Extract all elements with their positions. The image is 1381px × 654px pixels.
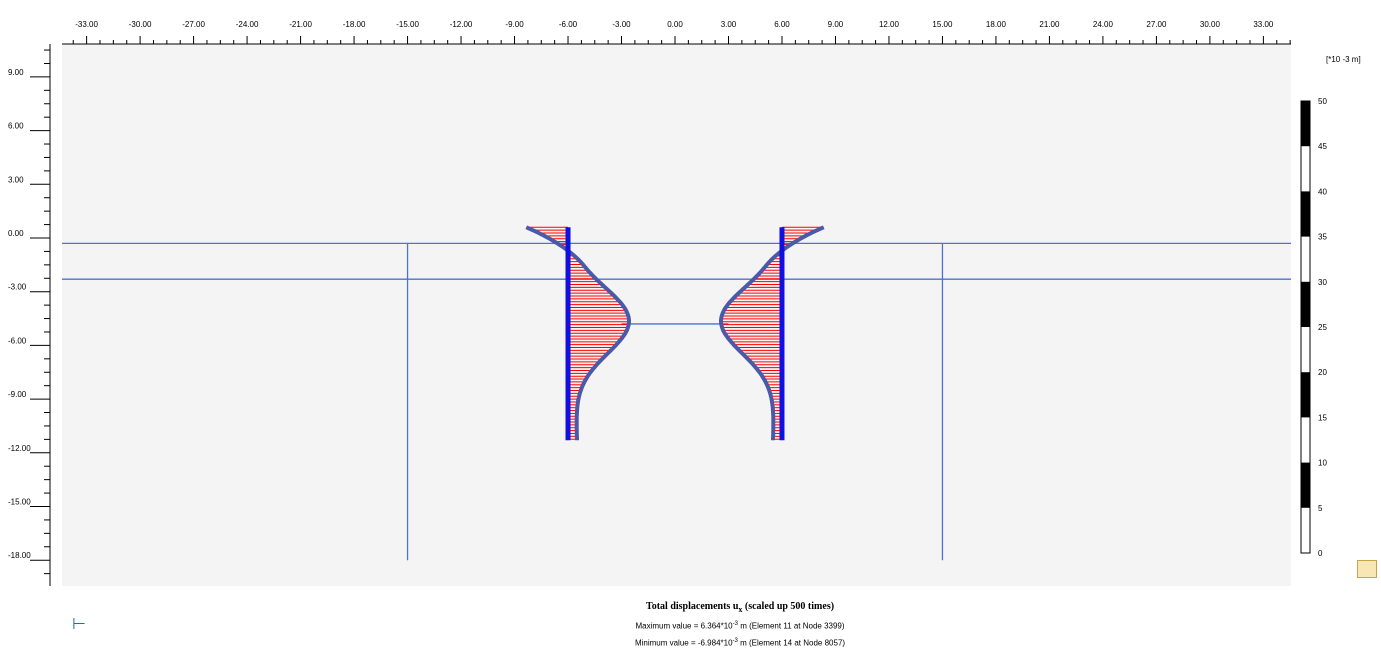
x-tick-label: 9.00 bbox=[828, 20, 844, 29]
legend-scale-segment bbox=[1301, 462, 1310, 508]
legend-tick-label: 30 bbox=[1318, 278, 1327, 287]
legend-scale-segment bbox=[1301, 372, 1310, 418]
maximum-value-text: Maximum value = 6.364*10-3 m (Element 11… bbox=[635, 621, 845, 631]
x-tick-label: -15.00 bbox=[396, 20, 419, 29]
x-axis-ruler: -33.00 -30.00 -27.00 -24.00 -21.00 -18.00 -15.… bbox=[62, 20, 1291, 45]
deformed-wall-shape bbox=[719, 225, 825, 441]
x-tick-label: 24.00 bbox=[1093, 20, 1114, 29]
x-tick-label: -3.00 bbox=[612, 20, 631, 29]
legend-settings-icon[interactable] bbox=[1357, 560, 1377, 578]
y-tick-label: -3.00 bbox=[8, 283, 27, 292]
legend-tick-label: 5 bbox=[1318, 504, 1323, 513]
color-legend: [*10 -3 m] 0 5 10 15 20 25 30 35 40 45 50 bbox=[1300, 55, 1361, 558]
x-tick-label: 30.00 bbox=[1200, 20, 1221, 29]
y-tick-label: -15.00 bbox=[8, 498, 31, 507]
x-tick-label: -27.00 bbox=[182, 20, 205, 29]
x-tick-label: 21.00 bbox=[1039, 20, 1060, 29]
y-tick-label: 9.00 bbox=[8, 68, 24, 77]
y-tick-label: 3.00 bbox=[8, 175, 24, 184]
x-tick-label: 6.00 bbox=[774, 20, 790, 29]
minimum-value-text: Minimum value = -6.984*10-3 m (Element 1… bbox=[634, 637, 846, 648]
y-tick-label: -9.00 bbox=[8, 390, 27, 399]
legend-tick-label: 50 bbox=[1318, 97, 1327, 106]
x-tick-label: 27.00 bbox=[1146, 20, 1167, 29]
legend-tick-label: 0 bbox=[1318, 549, 1323, 558]
x-tick-label: -6.00 bbox=[559, 20, 578, 29]
legend-tick-label: 10 bbox=[1318, 459, 1327, 468]
legend-tick-label: 35 bbox=[1318, 233, 1327, 242]
x-tick-label: 18.00 bbox=[986, 20, 1007, 29]
x-tick-label: -12.00 bbox=[450, 20, 473, 29]
y-tick-label: -6.00 bbox=[8, 336, 27, 345]
legend-scale-segment bbox=[1301, 101, 1310, 147]
result-caption: Total displacements ux (scaled up 500 ti… bbox=[440, 600, 1040, 650]
x-tick-label: 0.00 bbox=[667, 20, 683, 29]
deformed-wall-shape bbox=[525, 225, 631, 441]
y-tick-label: 6.00 bbox=[8, 122, 24, 131]
x-tick-label: -30.00 bbox=[129, 20, 152, 29]
x-tick-label: -33.00 bbox=[75, 20, 98, 29]
y-tick-label: -12.00 bbox=[8, 444, 31, 453]
plot-background bbox=[62, 44, 1291, 586]
x-tick-label: 12.00 bbox=[879, 20, 900, 29]
y-tick-label: -18.00 bbox=[8, 551, 31, 560]
x-tick-label: 3.00 bbox=[721, 20, 737, 29]
legend-scale-segment bbox=[1301, 191, 1310, 237]
legend-tick-label: 40 bbox=[1318, 187, 1327, 196]
x-tick-label: 15.00 bbox=[932, 20, 953, 29]
x-tick-label: 33.00 bbox=[1253, 20, 1274, 29]
y-axis-ruler: 9.00 6.00 3.00 0.00 -3.00 -6.00 -9.00 -12.00 -15… bbox=[8, 44, 51, 586]
legend-unit-label: [*10 -3 m] bbox=[1326, 55, 1361, 64]
x-tick-label: -18.00 bbox=[343, 20, 366, 29]
axis-origin-icon: ⊢ bbox=[72, 616, 86, 633]
x-tick-label: -24.00 bbox=[236, 20, 259, 29]
model-geometry bbox=[62, 225, 1291, 561]
y-tick-label: 0.00 bbox=[8, 229, 24, 238]
legend-tick-label: 15 bbox=[1318, 413, 1327, 422]
legend-tick-label: 45 bbox=[1318, 142, 1327, 151]
legend-tick-label: 20 bbox=[1318, 368, 1327, 377]
x-tick-label: -9.00 bbox=[505, 20, 524, 29]
legend-scale-segment bbox=[1301, 281, 1310, 327]
x-tick-label: -21.00 bbox=[289, 20, 312, 29]
result-title: Total displacements ux (scaled up 500 ti… bbox=[645, 601, 835, 614]
legend-tick-label: 25 bbox=[1318, 323, 1327, 332]
